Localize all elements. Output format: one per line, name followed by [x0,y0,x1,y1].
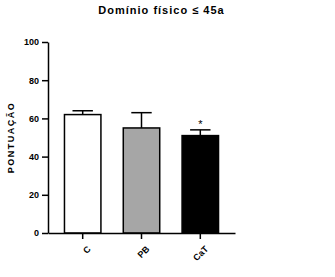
error-cap [131,112,151,114]
y-tick: 100 [24,37,48,47]
y-tick-label: 80 [29,76,39,86]
y-tick: 40 [29,152,48,162]
error-line [200,130,202,136]
y-axis: 0 20 40 60 80 100 [24,37,49,238]
error-bar [131,113,151,128]
x-tick-label: CaT [191,244,210,263]
x-tick-mark [200,233,202,239]
y-tick-mark [42,233,48,235]
y-tick-label: 20 [29,190,39,200]
y-tick: 60 [29,114,48,124]
y-tick: 80 [29,76,48,86]
bar [64,115,100,233]
bars [64,111,218,233]
annotation: * [198,118,203,130]
bar [182,136,218,233]
x-tick: CaT [191,233,210,263]
error-cap [72,110,92,112]
x-tick-label: C [81,244,93,256]
y-tick-mark [42,195,48,197]
y-tick-mark [42,80,48,82]
y-tick-mark [42,42,48,44]
error-bar [190,130,210,136]
title: Domínio físico ≤ 45a [98,4,224,16]
y-tick: 0 [34,228,48,238]
error-line [141,113,143,128]
chart: 0 20 40 60 80 100 C PB CaT * Domínio físico ≤ 45a P… [0,0,335,277]
x-tick-mark [82,233,84,239]
x-tick-label: PB [136,244,152,260]
y-tick-mark [42,118,48,120]
y-tick-label: 100 [24,37,39,47]
x-axis: C PB CaT [49,233,236,263]
y-label: PONTUAÇÃO [6,102,16,174]
y-tick: 20 [29,190,48,200]
y-tick-mark [42,156,48,158]
y-tick-label: 60 [29,114,39,124]
plot: 0 20 40 60 80 100 C PB CaT * [24,37,236,263]
y-tick-label: 40 [29,152,39,162]
y-tick-label: 0 [34,228,39,238]
x-tick: PB [136,233,152,260]
x-tick: C [81,233,93,256]
bar [123,128,159,233]
x-tick-mark [141,233,143,239]
y-axis-line [48,43,50,234]
